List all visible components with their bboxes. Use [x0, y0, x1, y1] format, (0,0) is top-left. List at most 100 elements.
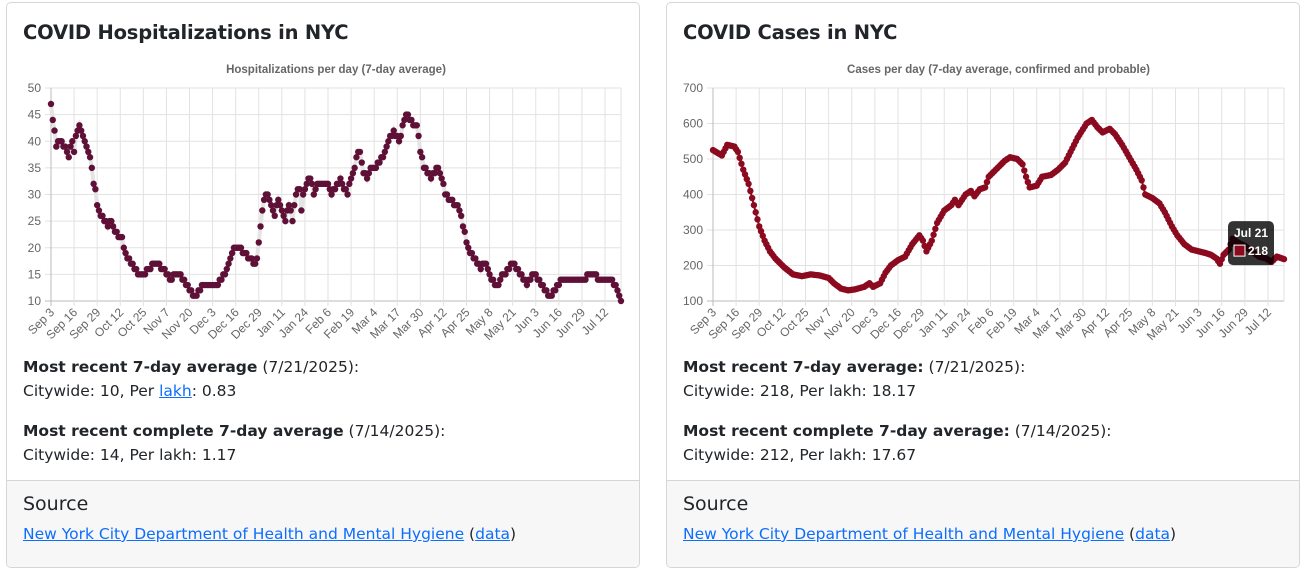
- data-point: [457, 212, 465, 219]
- data-point: [324, 180, 332, 188]
- paren: ): [1170, 525, 1177, 543]
- data-point: [1021, 167, 1028, 174]
- data-point: [81, 138, 88, 145]
- source-link[interactable]: New York City Department of Health and M…: [683, 525, 1125, 543]
- tooltip-swatch: [1233, 244, 1246, 257]
- data-point: [193, 292, 200, 299]
- data-point: [408, 116, 415, 124]
- data-point: [413, 122, 420, 129]
- data-point: [383, 143, 390, 150]
- cases-chart[interactable]: Cases per day (7-day average, confirmed …: [667, 59, 1299, 351]
- data-point: [164, 271, 172, 278]
- data-point: [614, 287, 621, 294]
- data-point: [310, 191, 318, 198]
- data-point: [275, 196, 282, 204]
- data-point: [331, 185, 339, 193]
- data-point: [745, 180, 752, 188]
- data-point: [465, 244, 472, 251]
- data-point: [456, 207, 463, 214]
- complete-date: (7/14/2025):: [1009, 422, 1112, 440]
- hospitalizations-chart[interactable]: Hospitalizations per day (7-day average)…: [7, 59, 639, 351]
- data-point: [259, 207, 266, 214]
- complete-label: Most recent complete 7-day average:: [683, 422, 1010, 440]
- data-point: [592, 271, 600, 278]
- source-section: Source New York City Department of Healt…: [7, 480, 639, 567]
- data-point: [308, 180, 316, 188]
- lakh-link[interactable]: lakh: [159, 382, 192, 400]
- data-point: [93, 201, 101, 209]
- data-point: [69, 138, 76, 145]
- data-point: [381, 148, 389, 156]
- paren: (: [464, 525, 476, 543]
- data-point: [404, 111, 412, 118]
- source-link[interactable]: New York City Department of Health and M…: [23, 525, 465, 543]
- data-point: [303, 180, 310, 188]
- data-link[interactable]: data: [1135, 525, 1171, 543]
- data-point: [298, 207, 305, 214]
- data-point: [77, 127, 85, 134]
- data-point: [440, 180, 447, 188]
- data-point: [928, 237, 935, 244]
- card-title: COVID Cases in NYC: [683, 21, 898, 44]
- data-point: [459, 223, 467, 230]
- data-point: [752, 209, 759, 216]
- data-point: [76, 122, 83, 129]
- card-title: COVID Hospitalizations in NYC: [23, 21, 349, 44]
- data-point: [502, 271, 509, 278]
- data-point: [299, 191, 307, 198]
- data-point: [72, 132, 80, 140]
- data-point: [141, 271, 149, 278]
- data-point: [79, 132, 87, 140]
- data-point: [248, 255, 255, 262]
- data-point: [292, 191, 300, 198]
- data-point: [70, 148, 78, 156]
- data-point: [85, 148, 92, 156]
- data-point: [495, 281, 502, 289]
- data-point: [417, 148, 424, 156]
- data-point: [418, 154, 426, 161]
- y-tick-label: 30: [28, 188, 42, 202]
- data-point: [489, 276, 497, 283]
- data-point: [472, 255, 479, 262]
- data-point: [282, 217, 289, 225]
- data-point: [188, 287, 195, 294]
- data-point: [266, 196, 273, 204]
- data-point: [58, 138, 65, 145]
- data-point: [477, 265, 484, 273]
- complete-date: (7/14/2025):: [343, 422, 446, 440]
- data-point: [363, 175, 371, 182]
- data-point: [523, 281, 531, 289]
- data-point: [260, 196, 268, 204]
- data-point: [49, 116, 56, 124]
- data-point: [379, 154, 387, 161]
- data-point: [981, 184, 989, 191]
- data-point: [932, 225, 939, 233]
- source-title: Source: [683, 493, 749, 515]
- data-point: [747, 187, 754, 195]
- data-point: [296, 185, 303, 193]
- data-point: [505, 265, 513, 273]
- data-point: [118, 233, 126, 241]
- data-point: [468, 249, 476, 257]
- data-point: [223, 265, 230, 273]
- data-point: [218, 276, 225, 283]
- y-tick-label: 200: [683, 259, 703, 273]
- data-point: [548, 292, 555, 299]
- data-point: [269, 207, 277, 214]
- source-title: Source: [23, 493, 89, 515]
- data-point: [276, 201, 284, 209]
- data-link[interactable]: data: [475, 525, 511, 543]
- data-point: [180, 276, 188, 283]
- data-point: [271, 212, 278, 219]
- data-point: [342, 185, 349, 193]
- data-point: [108, 217, 115, 225]
- recent-date: (7/21/2025):: [257, 358, 360, 376]
- recent-date: (7/21/2025):: [923, 358, 1026, 376]
- tooltip-label: Jul 21: [1234, 226, 1268, 240]
- data-point: [734, 148, 742, 156]
- paren: (: [1124, 525, 1136, 543]
- source-section: Source New York City Department of Healt…: [667, 480, 1299, 567]
- paren: ): [510, 525, 517, 543]
- data-point: [147, 265, 154, 273]
- data-point: [431, 170, 438, 177]
